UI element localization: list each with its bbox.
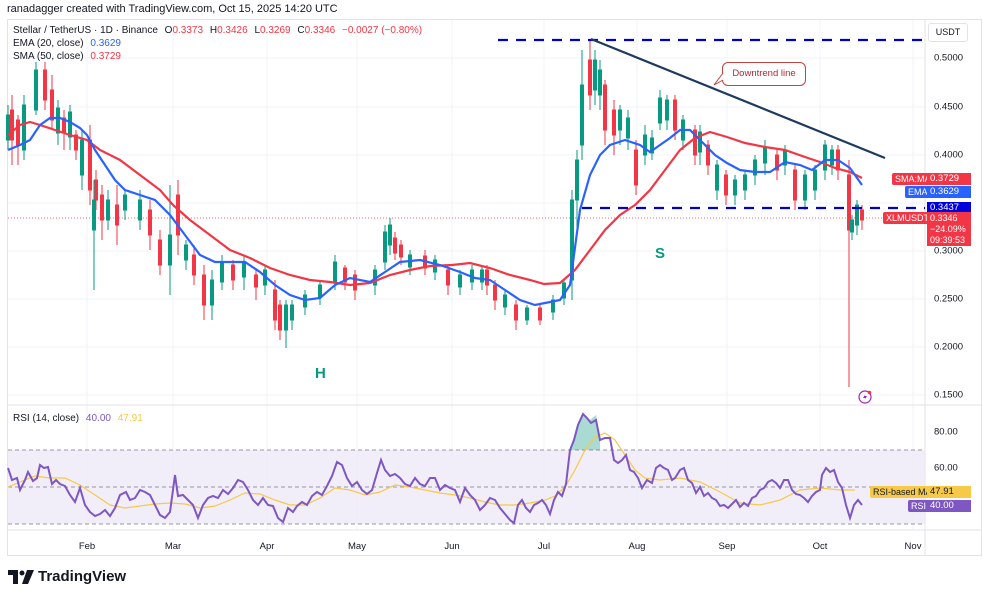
- callout-pointer: [713, 72, 724, 86]
- symbol-title: Stellar / TetherUS · 1D · Binance: [13, 25, 158, 36]
- ema-axis-tag-value: 0.3629: [927, 186, 971, 198]
- tradingview-logo-icon: [8, 569, 34, 584]
- last-price-value: 0.3346: [930, 213, 958, 223]
- downtrend-line: [590, 37, 886, 160]
- rsi-line: [7, 412, 863, 525]
- symbol-axis-tag-label: XLMUSDT: [883, 212, 933, 224]
- close-value: 0.3346: [304, 25, 336, 36]
- high-value: 0.3426: [217, 25, 248, 36]
- ema-axis-tag-label: EMA: [905, 186, 931, 198]
- rsi-tick-60: 60.00: [934, 462, 958, 474]
- last-price-tag: 0.3346 −24.09% 09:39:53: [927, 212, 971, 246]
- open-value: 0.3373: [172, 25, 204, 36]
- lightning-icon[interactable]: [858, 390, 872, 404]
- downtrend-callout[interactable]: Downtrend line: [722, 62, 806, 86]
- chart-frame: [7, 19, 982, 556]
- ema-legend-value: 0.3629: [90, 38, 121, 49]
- rsi-ma-legend-value: 47.91: [117, 413, 143, 424]
- chart-credit: ranadagger created with TradingView.com,…: [7, 3, 338, 15]
- price-legend: Stellar / TetherUS · 1D · Binance O0.337…: [13, 24, 422, 63]
- last-change-value: −24.09%: [930, 224, 966, 234]
- sma-legend-value: 0.3729: [90, 51, 121, 62]
- sma-line: [7, 120, 863, 287]
- level-axis-tag: 0.3437: [927, 202, 971, 214]
- rsi-tick-80: 80.00: [934, 426, 958, 438]
- bar-countdown: 09:39:53: [930, 235, 966, 245]
- rsi-axis-tag-value: 40.00: [927, 500, 971, 512]
- rsi-ma-line: [7, 432, 855, 509]
- sma-axis-tag-label: SMA:MA: [892, 173, 934, 185]
- sma-legend-row[interactable]: SMA (50, close) 0.3729: [13, 51, 121, 62]
- change-value: −0.0027 (−0.80%): [341, 25, 423, 36]
- tradingview-logo[interactable]: TradingView: [8, 568, 126, 585]
- candlesticks: [6, 40, 864, 387]
- currency-label[interactable]: USDT: [928, 23, 968, 42]
- sma-axis-tag-value: 0.3729: [927, 173, 971, 185]
- ohlc-row: Stellar / TetherUS · 1D · Binance O0.337…: [13, 25, 423, 36]
- ema-legend-row[interactable]: EMA (20, close) 0.3629: [13, 38, 121, 49]
- rsi-ma-axis-tag-value: 47.91: [927, 486, 971, 498]
- tradingview-brand: TradingView: [38, 568, 127, 585]
- ema-line: [7, 116, 863, 307]
- rsi-axis-tag-label: RSI: [908, 500, 930, 512]
- low-value: 0.3269: [260, 25, 291, 36]
- head-label: H: [315, 365, 326, 382]
- rsi-ma-axis-tag-label: RSI-based MA: [870, 486, 935, 498]
- rsi-overbought-fill: [570, 413, 600, 450]
- rsi-legend-value: 40.00: [85, 413, 111, 424]
- price-axis[interactable]: 0.5000 0.4500 0.4000 0.3000 0.2500 0.200…: [934, 52, 964, 474]
- shoulder-label: S: [655, 245, 666, 262]
- rsi-legend[interactable]: RSI (14, close) 40.00 47.91: [13, 413, 143, 424]
